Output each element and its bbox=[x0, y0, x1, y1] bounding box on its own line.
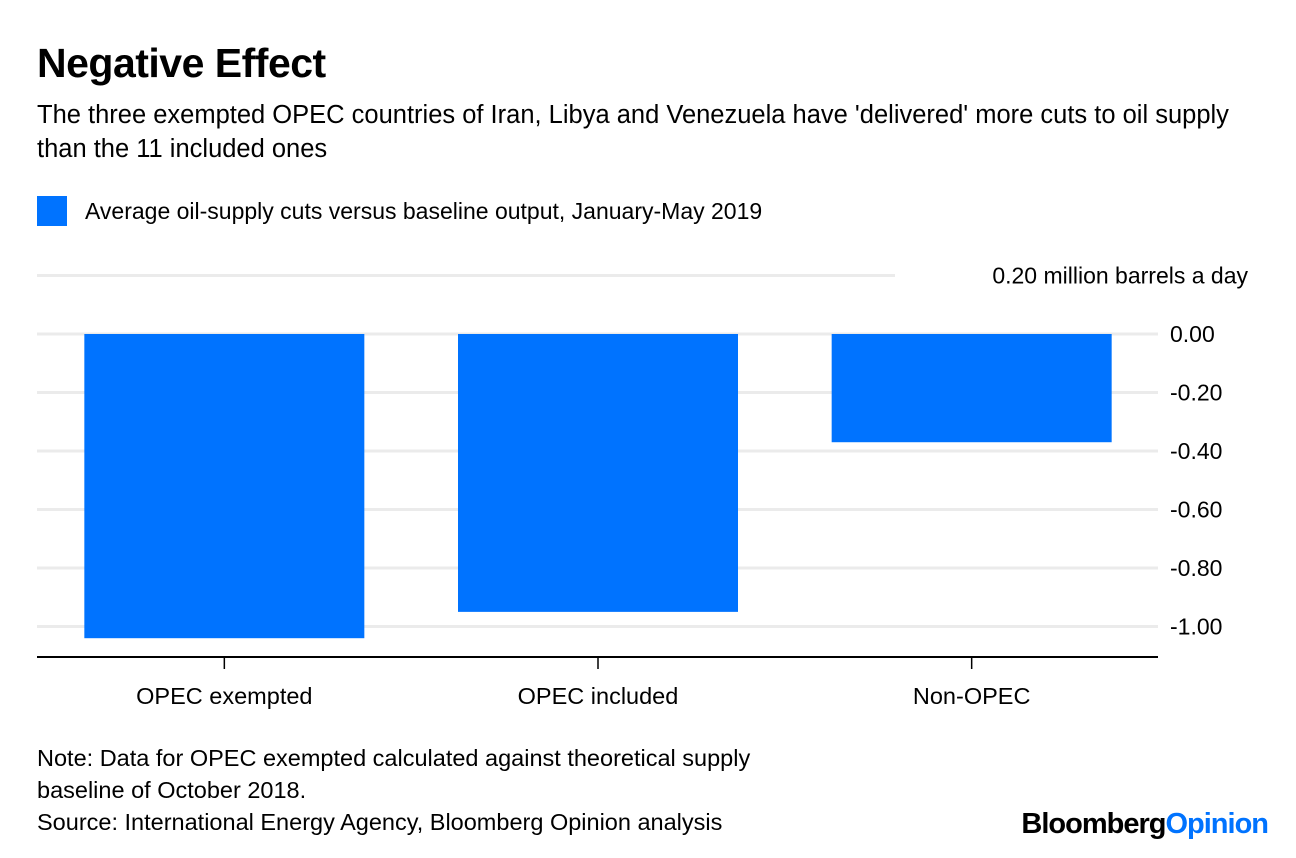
legend: Average oil-supply cuts versus baseline … bbox=[37, 196, 762, 226]
bloomberg-opinion-logo: BloombergOpinion bbox=[1021, 808, 1269, 841]
x-tick-label: OPEC exempted bbox=[136, 683, 312, 709]
x-tick-label: OPEC included bbox=[518, 683, 679, 709]
y-tick-label: -0.80 bbox=[1170, 555, 1222, 581]
x-tick-label: Non-OPEC bbox=[913, 683, 1031, 709]
bar bbox=[831, 334, 1112, 443]
source-line: Source: International Energy Agency, Blo… bbox=[37, 809, 723, 835]
chart-subtitle: The three exempted OPEC countries of Ira… bbox=[37, 101, 1229, 163]
bar bbox=[84, 334, 365, 639]
y-tick-label: -0.20 bbox=[1170, 380, 1222, 406]
logo-part-2: Opinion bbox=[1165, 808, 1269, 840]
y-tick-label: 0.20 million barrels a day bbox=[992, 263, 1248, 289]
note-line-1: Note: Data for OPEC exempted calculated … bbox=[37, 745, 751, 771]
legend-swatch bbox=[37, 196, 67, 226]
bar bbox=[458, 334, 738, 612]
notes: Note: Data for OPEC exempted calculated … bbox=[37, 742, 750, 838]
logo-part-1: Bloomberg bbox=[1021, 808, 1166, 840]
y-tick-label: -0.60 bbox=[1170, 497, 1222, 523]
y-tick-label: -1.00 bbox=[1170, 614, 1222, 640]
y-tick-label: 0.00 bbox=[1170, 321, 1215, 347]
chart-title: Negative Effect bbox=[37, 40, 326, 86]
y-tick-label: -0.40 bbox=[1170, 438, 1222, 464]
note-line-2: baseline of October 2018. bbox=[37, 777, 307, 803]
legend-label: Average oil-supply cuts versus baseline … bbox=[85, 197, 763, 224]
